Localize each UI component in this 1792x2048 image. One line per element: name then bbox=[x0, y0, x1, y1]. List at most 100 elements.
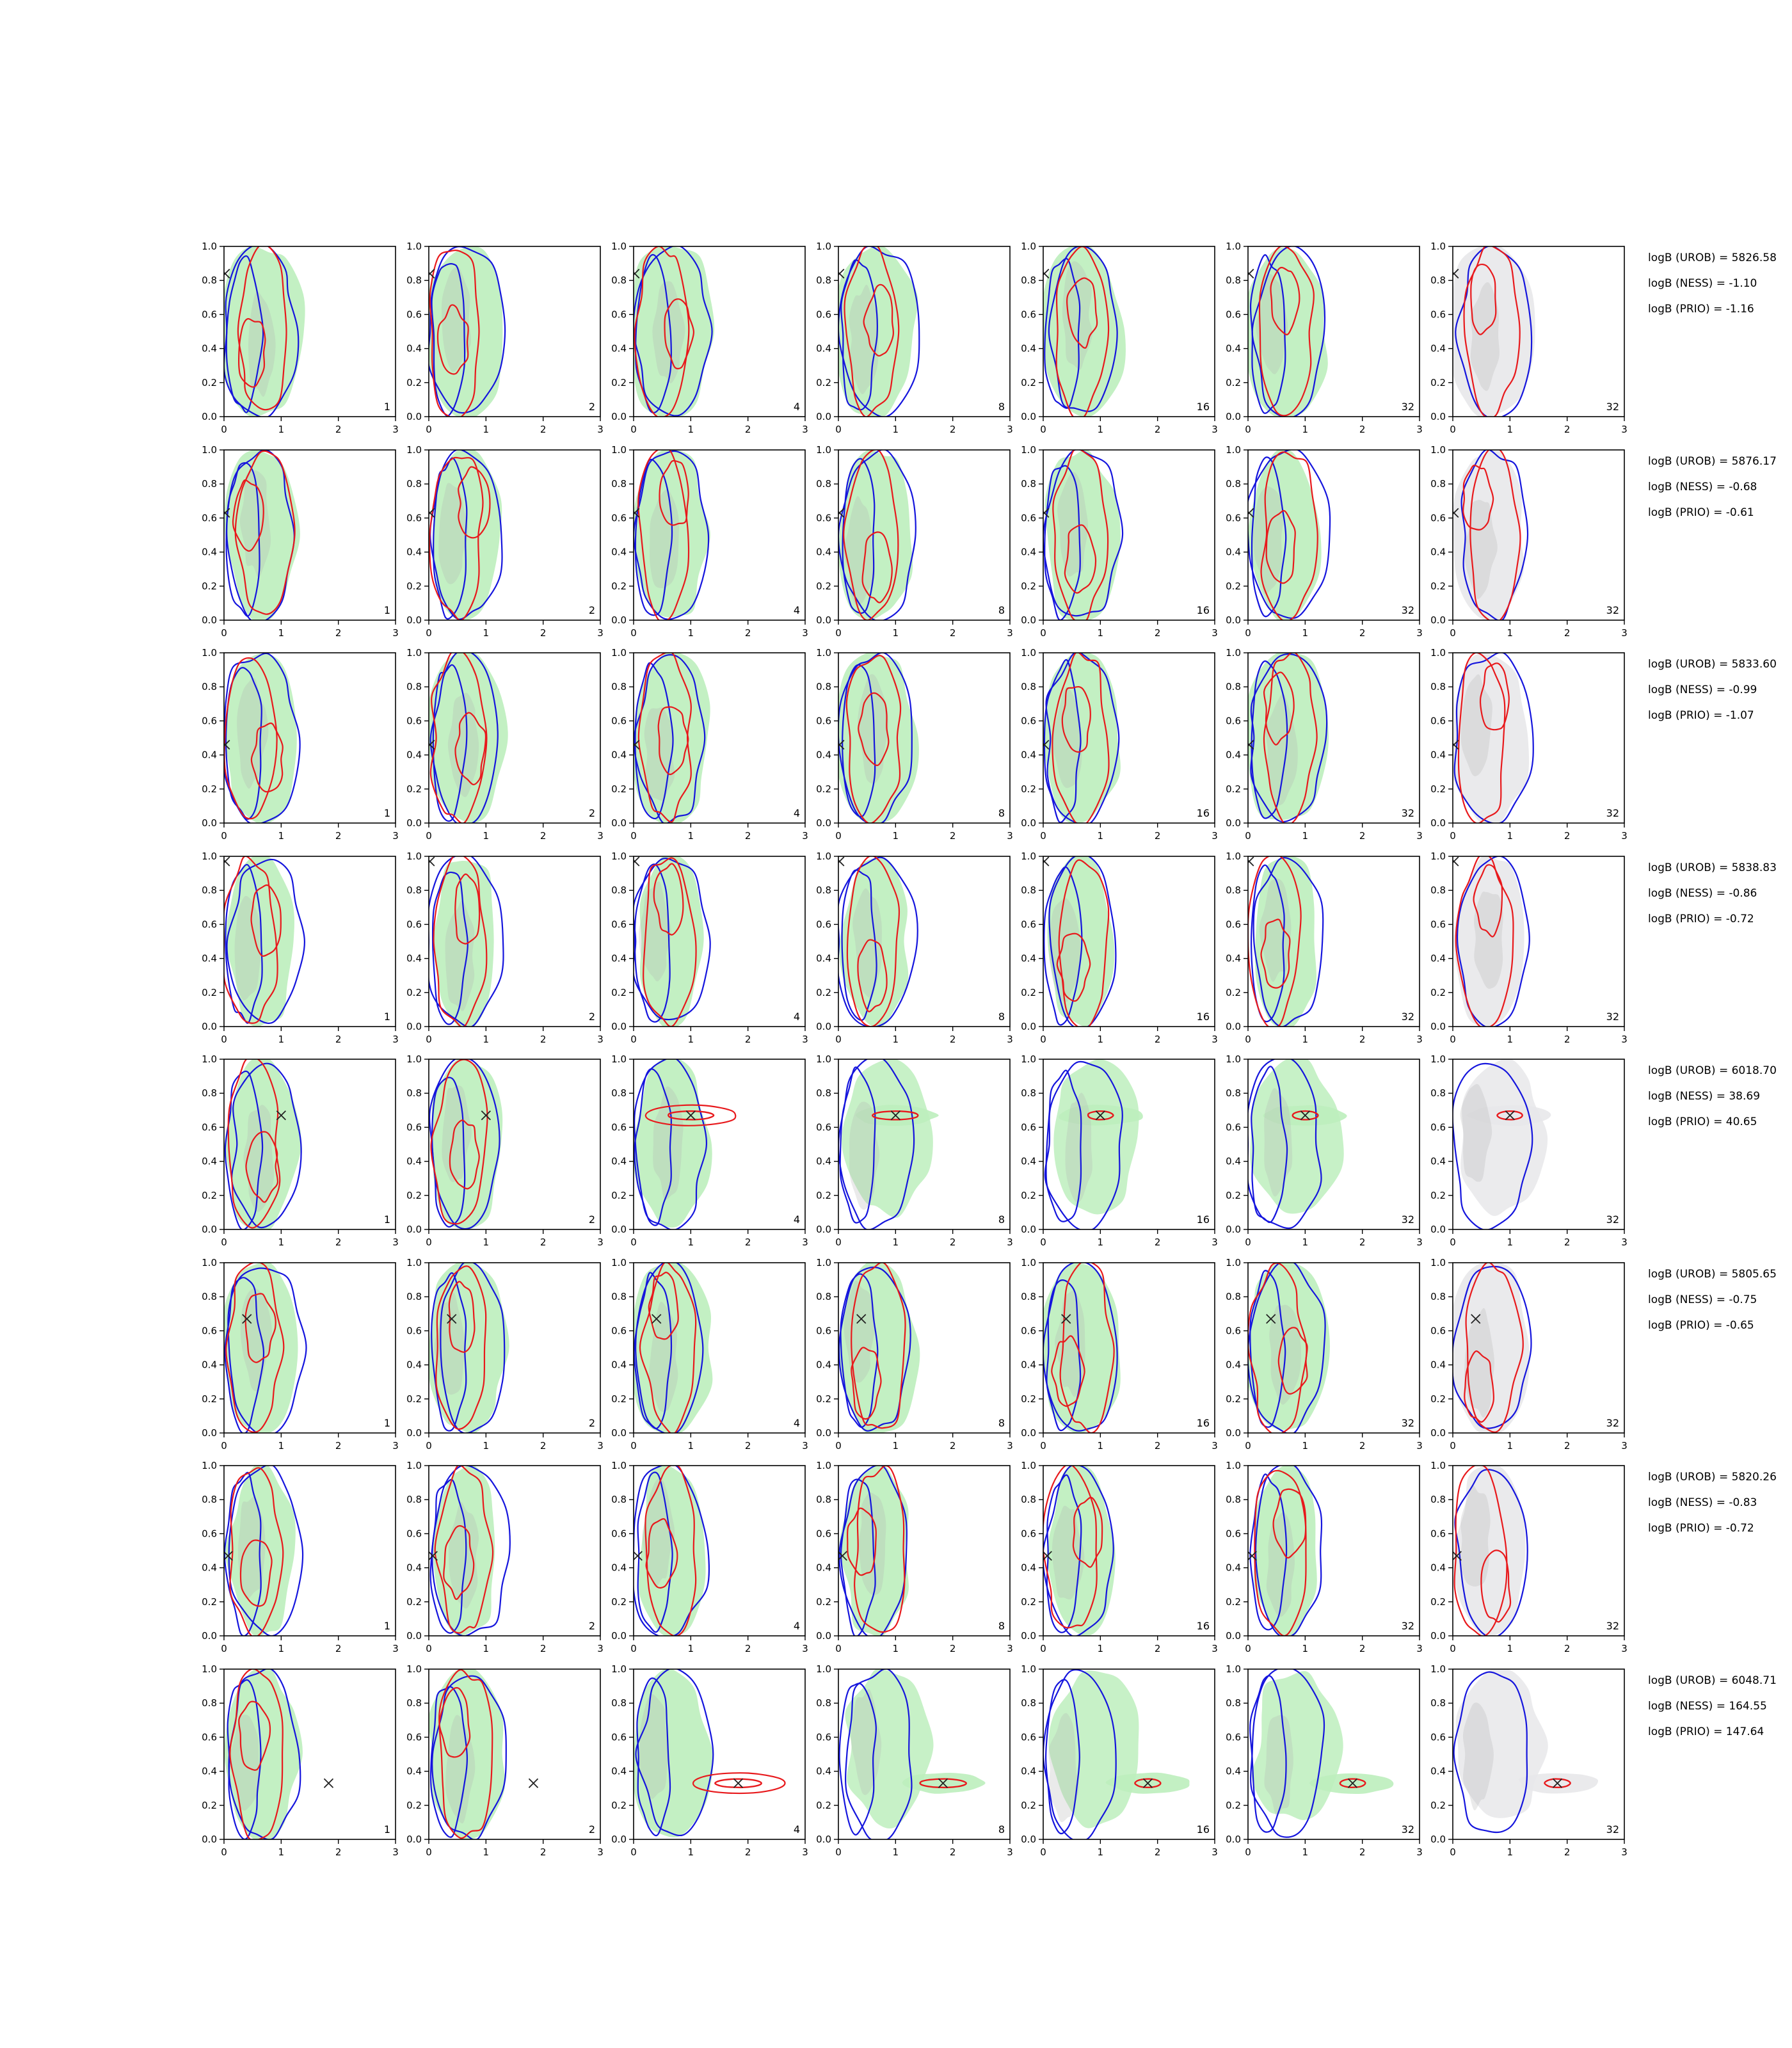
y-tick-label: 0.6 bbox=[202, 1731, 217, 1743]
y-tick-label: 0.0 bbox=[816, 1630, 831, 1642]
x-tick-label: 0 bbox=[1245, 1236, 1251, 1248]
red-contour-inner bbox=[1265, 509, 1296, 584]
x-tick-label: 1 bbox=[1507, 1846, 1514, 1858]
logb-annotation: logB (NESS) = 164.55 bbox=[1648, 1700, 1767, 1713]
y-tick-label: 0.4 bbox=[816, 343, 831, 355]
red-contour-outer bbox=[229, 1467, 284, 1636]
x-tick-label: 0 bbox=[221, 1643, 227, 1654]
y-tick-label: 0.2 bbox=[1021, 987, 1036, 998]
axes-frame bbox=[223, 246, 396, 417]
y-tick-label: 1.0 bbox=[202, 647, 217, 659]
panel-label: 16 bbox=[1197, 1823, 1210, 1836]
y-tick-label: 0.0 bbox=[1226, 411, 1241, 422]
y-tick-label: 0.4 bbox=[1430, 1562, 1446, 1574]
axes-frame bbox=[1452, 1465, 1625, 1636]
density-fill bbox=[1248, 247, 1328, 417]
axes-frame bbox=[1043, 449, 1215, 621]
blue-contour-inner bbox=[1251, 456, 1287, 618]
y-tick-label: 0.2 bbox=[816, 1800, 831, 1811]
density-fill-core bbox=[1474, 892, 1503, 989]
panel-label: 16 bbox=[1197, 1417, 1210, 1429]
red-contour-outer bbox=[1059, 1263, 1115, 1433]
red-contour-outer bbox=[644, 1466, 697, 1636]
panel-label: 1 bbox=[384, 1213, 390, 1226]
x-tick-label: 3 bbox=[392, 830, 399, 842]
true-value-marker bbox=[224, 1551, 233, 1561]
y-tick-label: 1.0 bbox=[1226, 241, 1241, 252]
red-contour-outer bbox=[644, 1104, 737, 1126]
x-tick-label: 2 bbox=[950, 1440, 956, 1452]
y-tick-label: 0.4 bbox=[406, 1156, 422, 1167]
y-tick-label: 0.2 bbox=[611, 1393, 627, 1405]
y-tick-label: 0.6 bbox=[1226, 512, 1241, 524]
y-tick-label: 0.2 bbox=[406, 987, 422, 998]
red-contour-inner bbox=[1277, 1327, 1308, 1395]
logb-annotations: logB (UROB) = 5826.58 logB (NESS) = -1.10… bbox=[1648, 252, 1777, 1738]
blue-contour bbox=[838, 246, 920, 417]
red-contour-outer bbox=[637, 653, 692, 823]
y-tick-label: 0.0 bbox=[202, 411, 217, 422]
panel-label: 16 bbox=[1197, 401, 1210, 413]
true-value-marker bbox=[938, 1778, 948, 1788]
blue-contour-inner bbox=[840, 259, 878, 411]
y-tick-label: 0.2 bbox=[1226, 1596, 1241, 1608]
density-fill bbox=[1453, 653, 1530, 823]
density-fill-core bbox=[1460, 1485, 1491, 1587]
panel-label: 16 bbox=[1197, 1011, 1210, 1023]
y-tick-label: 0.8 bbox=[816, 275, 831, 286]
axes-frame bbox=[1043, 1059, 1215, 1230]
density-fill-core bbox=[1051, 687, 1082, 788]
y-tick-label: 1.0 bbox=[202, 1257, 217, 1268]
logb-annotation: logB (PRIO) = 40.65 bbox=[1648, 1116, 1757, 1128]
blue-contour bbox=[1043, 1466, 1114, 1636]
panel-r1-c3: 0 1 2 3 0.0 0.2 0.4 0.6 0.8 1.0 4 bbox=[611, 241, 808, 435]
red-contour-outer bbox=[1457, 653, 1506, 823]
axes-frame bbox=[838, 652, 1011, 824]
density-fill bbox=[839, 858, 909, 1027]
x-tick-label: 3 bbox=[1621, 1846, 1628, 1858]
blue-contour bbox=[634, 858, 711, 1021]
x-tick-label: 2 bbox=[540, 627, 547, 639]
x-tick-label: 1 bbox=[1302, 1236, 1309, 1248]
x-tick-label: 2 bbox=[1359, 424, 1366, 435]
x-tick-label: 2 bbox=[950, 1846, 956, 1858]
axes-frame bbox=[1452, 856, 1625, 1027]
blue-contour bbox=[634, 450, 710, 620]
red-contour-inner bbox=[851, 1347, 882, 1420]
y-tick-label: 0.2 bbox=[1226, 580, 1241, 592]
y-tick-label: 0.6 bbox=[816, 1325, 831, 1336]
x-tick-label: 1 bbox=[483, 1643, 490, 1654]
y-tick-label: 0.8 bbox=[1430, 478, 1446, 490]
blue-contour bbox=[838, 653, 913, 823]
true-value-marker bbox=[1505, 1110, 1515, 1121]
y-tick-label: 0.2 bbox=[1430, 1800, 1446, 1811]
axes-frame bbox=[1247, 246, 1420, 417]
density-fill bbox=[1453, 450, 1524, 620]
y-tick-label: 0.0 bbox=[1430, 817, 1446, 829]
x-tick-label: 3 bbox=[392, 1034, 399, 1045]
x-tick-label: 0 bbox=[1245, 1643, 1251, 1654]
axes-frame bbox=[1043, 246, 1215, 417]
x-tick-label: 1 bbox=[1302, 830, 1309, 842]
true-value-marker bbox=[1266, 1314, 1276, 1324]
x-tick-label: 3 bbox=[1212, 1034, 1218, 1045]
x-tick-label: 0 bbox=[426, 1034, 432, 1045]
density-fill-core bbox=[1052, 1505, 1085, 1600]
density-fill-core bbox=[653, 1086, 684, 1200]
y-tick-label: 0.6 bbox=[406, 1528, 422, 1539]
true-value-marker bbox=[429, 508, 435, 518]
y-tick-label: 0.8 bbox=[816, 478, 831, 490]
y-tick-label: 0.6 bbox=[1226, 1121, 1241, 1133]
density-fill bbox=[1250, 1059, 1344, 1214]
true-value-marker bbox=[528, 1778, 539, 1788]
y-tick-label: 0.2 bbox=[816, 580, 831, 592]
y-tick-label: 0.6 bbox=[816, 1528, 831, 1539]
x-tick-label: 1 bbox=[278, 830, 285, 842]
y-tick-label: 0.8 bbox=[1021, 1087, 1036, 1099]
y-tick-label: 0.2 bbox=[611, 1800, 627, 1811]
y-tick-label: 0.2 bbox=[611, 580, 627, 592]
y-tick-label: 0.8 bbox=[611, 478, 627, 490]
y-tick-label: 0.6 bbox=[1430, 1121, 1446, 1133]
panel-r1-c2: 0 1 2 30.00.20.40.60.81.02 bbox=[406, 241, 604, 435]
panel-r8-c7: 0 1 2 3 0.0 0.2 0.4 0.6 0.8 1.0 32 bbox=[1430, 1663, 1628, 1858]
